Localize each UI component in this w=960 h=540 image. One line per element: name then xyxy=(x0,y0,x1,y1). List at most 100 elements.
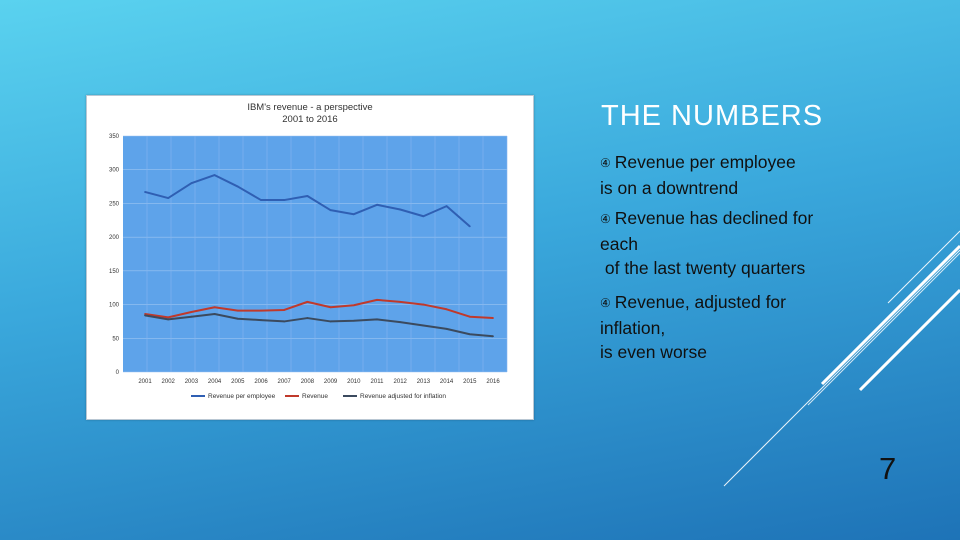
data-point xyxy=(213,313,216,315)
data-point xyxy=(376,298,378,301)
data-point xyxy=(329,209,332,212)
page-number: 7 xyxy=(879,451,897,486)
bullet-item-revenue-declined: ④ Revenue has declined for each of the la… xyxy=(600,206,900,281)
data-point xyxy=(445,327,448,330)
data-point xyxy=(283,199,286,201)
x-axis: 2001 2002 2003 2004 2005 2006 2007 2008 2009 2010… xyxy=(138,379,500,385)
data-point xyxy=(376,318,378,321)
y-tick-label: 300 xyxy=(109,168,120,174)
data-point xyxy=(144,191,146,193)
series-line xyxy=(144,313,494,338)
data-point xyxy=(352,213,355,216)
data-point xyxy=(422,303,425,306)
legend-label: Revenue xyxy=(302,393,328,400)
data-point xyxy=(190,315,193,318)
data-point xyxy=(399,208,402,211)
data-point xyxy=(144,314,146,317)
y-tick-label: 350 xyxy=(109,134,120,140)
data-point xyxy=(167,318,170,321)
bullet-text: inflation, xyxy=(600,317,666,338)
y-tick-label: 200 xyxy=(109,235,120,241)
bullet-icon: ④ xyxy=(600,212,611,226)
y-tick-label: 50 xyxy=(112,336,119,342)
y-tick-label: 100 xyxy=(109,303,120,309)
bullet-item-revenue-inflation: ④ Revenue, adjusted for inflation, is eve… xyxy=(600,290,900,365)
x-tick-label: 2007 xyxy=(278,379,292,385)
data-point xyxy=(236,317,239,320)
bullet-text: Revenue has declined for xyxy=(614,208,814,228)
data-point xyxy=(306,300,309,303)
x-tick-label: 2006 xyxy=(254,379,268,385)
bullet-text: is on a downtrend xyxy=(600,177,739,198)
data-point xyxy=(167,197,170,199)
x-tick-label: 2001 xyxy=(138,379,152,385)
x-tick-label: 2009 xyxy=(324,379,338,385)
bullet-text: is even worse xyxy=(600,342,707,362)
data-point xyxy=(260,199,262,201)
chart-title: 2001 to 2016 xyxy=(282,114,337,125)
series-line xyxy=(144,298,494,320)
bullet-text: Revenue, adjusted for xyxy=(614,292,786,312)
slide-title: THE NUMBERS xyxy=(601,100,824,132)
bullet-icon: ④ xyxy=(600,296,611,310)
bullet-text: Revenue per employee xyxy=(614,152,796,172)
x-tick-label: 2012 xyxy=(394,379,408,385)
chart-title: IBM's revenue - a perspective xyxy=(247,102,372,113)
x-tick-label: 2014 xyxy=(440,379,454,385)
data-point xyxy=(376,203,378,206)
data-point xyxy=(329,306,332,309)
data-point xyxy=(213,306,216,309)
data-point xyxy=(352,319,355,322)
data-point xyxy=(236,309,239,312)
data-point xyxy=(492,335,494,338)
data-point xyxy=(422,215,425,218)
data-point xyxy=(468,315,471,318)
deco-line xyxy=(723,249,960,487)
bullet-text: of the last twenty quarters xyxy=(600,258,806,278)
data-point xyxy=(399,321,402,324)
y-tick-label: 0 xyxy=(116,370,120,376)
data-point xyxy=(306,195,309,197)
data-point xyxy=(445,308,448,311)
chart-frame: IBM's revenue - a perspective 2001 to 201… xyxy=(86,95,534,420)
bullet-text: each xyxy=(600,233,638,254)
x-tick-label: 2008 xyxy=(301,379,315,385)
bullet-icon: ④ xyxy=(600,156,611,170)
x-tick-label: 2010 xyxy=(347,379,361,385)
data-point xyxy=(283,320,286,323)
chart-legend: Revenue per employee Revenue Revenue adjus… xyxy=(191,393,446,400)
data-point xyxy=(445,205,448,208)
data-point xyxy=(167,316,170,319)
data-point xyxy=(329,320,332,323)
x-tick-label: 2015 xyxy=(463,379,477,385)
data-point xyxy=(352,304,355,307)
x-tick-label: 2004 xyxy=(208,379,222,385)
x-tick-label: 2002 xyxy=(162,379,176,385)
y-tick-label: 150 xyxy=(109,269,120,275)
gridlines xyxy=(123,135,508,373)
x-tick-label: 2011 xyxy=(371,379,385,385)
data-point xyxy=(260,319,262,321)
data-point xyxy=(468,225,471,228)
data-point xyxy=(213,174,216,177)
data-point xyxy=(399,300,402,303)
series-lines xyxy=(144,174,494,338)
y-tick-label: 250 xyxy=(109,201,120,207)
data-point xyxy=(422,324,425,327)
legend-label: Revenue adjusted for inflation xyxy=(360,393,446,400)
data-point xyxy=(283,309,286,311)
x-tick-label: 2005 xyxy=(231,379,245,385)
data-point xyxy=(468,333,471,336)
data-point xyxy=(236,185,239,188)
data-point xyxy=(190,182,193,185)
x-tick-label: 2003 xyxy=(185,379,199,385)
y-axis: 0 50 100 150 200 250 300 350 xyxy=(109,134,120,376)
data-point xyxy=(306,317,309,319)
data-point xyxy=(190,311,193,313)
data-point xyxy=(260,309,262,312)
data-point xyxy=(492,317,494,319)
x-tick-label: 2013 xyxy=(417,379,431,385)
bullet-item-revenue-per-employee: ④ Revenue per employee is on a downtrend xyxy=(600,150,900,200)
